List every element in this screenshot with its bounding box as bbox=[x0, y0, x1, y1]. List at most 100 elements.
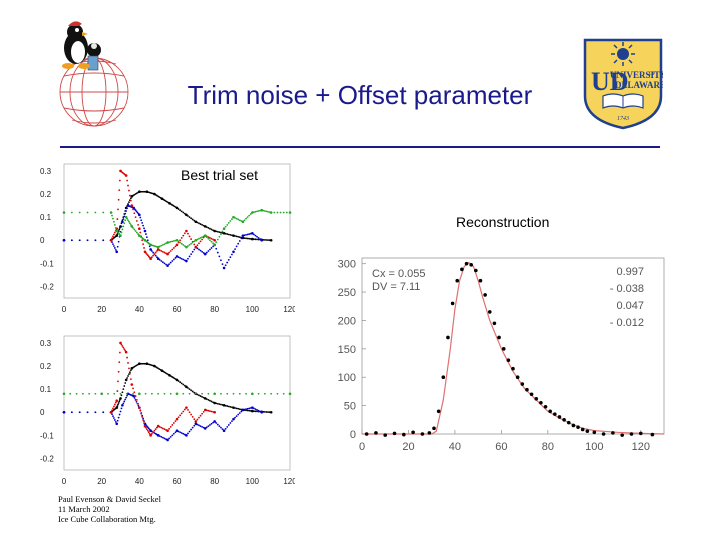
bottom-series-2-dot bbox=[123, 348, 126, 350]
top-series-1-dot bbox=[169, 261, 172, 264]
recon-data-point bbox=[432, 426, 436, 431]
bottom-series-2-point bbox=[119, 341, 122, 345]
bottom-series-3-dot bbox=[232, 392, 235, 395]
bottom-series-0-dot bbox=[227, 405, 230, 408]
bottom-series-2-dot bbox=[142, 419, 144, 421]
bottom-series-1-dot bbox=[256, 409, 258, 411]
top-series-3-dot bbox=[282, 211, 285, 214]
bottom-series-1-dot bbox=[209, 424, 211, 426]
bottom-series-3-dot bbox=[132, 392, 134, 395]
bottom-series-2-dot bbox=[198, 416, 200, 419]
top-series-1-dot bbox=[257, 237, 260, 239]
top-series-0-dot bbox=[237, 235, 240, 238]
top-series-1-dot bbox=[254, 234, 257, 237]
title-underline bbox=[60, 146, 660, 148]
recon-data-point bbox=[592, 430, 597, 435]
top-series-3-dot bbox=[163, 243, 166, 245]
top-series-0-point bbox=[269, 238, 273, 242]
bottom-series-1-dot bbox=[135, 400, 138, 403]
top-series-0-dot bbox=[182, 211, 185, 214]
bottom-series-3-dot bbox=[201, 392, 204, 395]
recon-frame bbox=[361, 257, 665, 435]
top-series-2-dot bbox=[198, 242, 200, 245]
top-series-2-dot bbox=[116, 218, 119, 220]
top-series-0-point bbox=[175, 206, 179, 210]
top-series-3-dot bbox=[215, 241, 218, 244]
top-series-2-point bbox=[156, 248, 160, 251]
penguin-icon bbox=[62, 21, 101, 71]
bottom-series-1-dot bbox=[117, 416, 120, 419]
top-series-3-dot bbox=[257, 210, 260, 212]
top-series-1-point bbox=[241, 234, 245, 237]
top-series-1-dot bbox=[245, 233, 247, 236]
bottom-series-1-dot bbox=[224, 427, 227, 430]
top-series-0-dot bbox=[235, 235, 238, 238]
recon-y-tick-label: 150 bbox=[338, 344, 356, 356]
recon-data-point bbox=[392, 431, 397, 436]
top-series-3-dot bbox=[177, 240, 180, 243]
bottom-series-2-dot bbox=[145, 426, 147, 429]
bottom-series-2-dot bbox=[199, 414, 202, 417]
top-series-2-dot bbox=[137, 223, 139, 226]
recon-data-point bbox=[543, 404, 548, 409]
top-series-1-dot bbox=[161, 261, 164, 264]
bottom-series-1-dot bbox=[187, 432, 189, 435]
bottom-series-0-dot bbox=[235, 407, 238, 410]
bottom-series-1-dot bbox=[227, 424, 230, 426]
top-series-1-dot bbox=[248, 233, 251, 235]
top-series-1-dot bbox=[160, 260, 163, 262]
top-y-tick-label: 0.1 bbox=[40, 213, 52, 222]
top-series-3-point bbox=[203, 234, 207, 237]
bottom-series-1-point bbox=[62, 410, 66, 414]
top-series-1-point bbox=[175, 255, 179, 258]
bottom-series-3-dot bbox=[245, 392, 247, 395]
top-series-0-dot bbox=[263, 239, 266, 241]
bottom-series-2-dot bbox=[196, 418, 199, 421]
top-series-3-dot bbox=[135, 231, 138, 234]
top-series-3-dot bbox=[193, 240, 196, 243]
top-series-2-dot bbox=[111, 237, 113, 240]
bottom-series-1-dot bbox=[199, 425, 202, 428]
bottom-series-2-point bbox=[213, 410, 216, 414]
bottom-series-0-dot bbox=[140, 362, 143, 365]
bottom-series-1-point bbox=[232, 417, 235, 421]
bottom-series-3-point bbox=[100, 392, 103, 396]
top-series-1-dot bbox=[117, 240, 120, 243]
top-series-2-dot bbox=[193, 243, 196, 246]
top-y-tick-label: -0.1 bbox=[40, 259, 54, 268]
top-series-2-dot bbox=[201, 238, 204, 241]
bottom-series-2-dot bbox=[191, 415, 194, 418]
bottom-x-tick-label: 80 bbox=[210, 477, 219, 486]
bottom-series-2-dot bbox=[140, 412, 143, 415]
top-series-3-dot bbox=[190, 242, 193, 245]
top-series-3-point bbox=[251, 211, 254, 214]
top-series-3-point bbox=[222, 227, 226, 230]
top-series-0-dot bbox=[215, 230, 218, 233]
top-series-1-dot bbox=[205, 251, 208, 254]
bottom-series-2-dot bbox=[146, 429, 149, 432]
bottom-series-2-dot bbox=[188, 411, 191, 414]
bottom-series-3-dot bbox=[144, 392, 147, 395]
bottom-series-0-dot bbox=[226, 405, 229, 407]
bottom-series-3-dot bbox=[188, 392, 191, 395]
bottom-series-2-dot bbox=[120, 343, 123, 346]
bottom-series-1-dot bbox=[198, 424, 200, 427]
bottom-series-2-dot bbox=[163, 428, 166, 431]
top-series-2-dot bbox=[129, 199, 132, 202]
top-series-2-dot bbox=[143, 247, 145, 249]
bottom-series-1-dot bbox=[190, 428, 193, 431]
bottom-series-1-dot bbox=[196, 423, 199, 426]
bottom-series-0-dot bbox=[179, 381, 182, 384]
top-series-3-dot bbox=[205, 236, 208, 239]
recon-legend-cx: Cx = 0.055 bbox=[372, 268, 426, 280]
top-series-1-dot bbox=[143, 227, 145, 230]
bottom-series-3-dot bbox=[107, 392, 109, 395]
top-series-2-dot bbox=[118, 179, 121, 182]
best-trial-set-caption: Best trial set bbox=[181, 167, 259, 183]
bottom-series-1-dot bbox=[245, 408, 247, 411]
top-series-1-dot bbox=[168, 263, 171, 266]
bottom-x-tick-label: 60 bbox=[173, 477, 182, 486]
top-series-2-dot bbox=[154, 251, 157, 254]
top-series-1-dot bbox=[152, 251, 155, 254]
bottom-series-0-dot bbox=[187, 387, 189, 389]
